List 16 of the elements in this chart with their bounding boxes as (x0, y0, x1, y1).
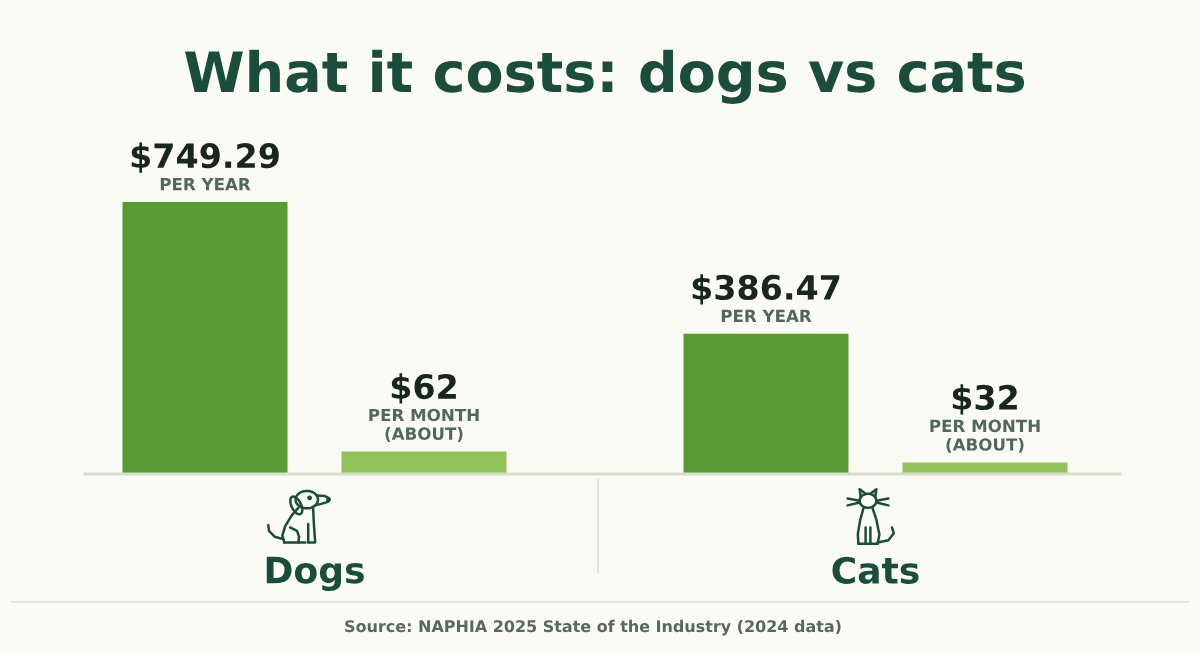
series-label: PER YEAR (721, 309, 812, 322)
bar (341, 451, 507, 474)
source-note: Source: NAPHIA 2025 State of the Industry (2024 data) (345, 619, 841, 636)
series-label: PER MONTH (ABOUT) (369, 408, 479, 442)
bar (122, 202, 288, 474)
data-label: $62 (391, 373, 456, 404)
data-label: $386.47 (692, 274, 840, 305)
text: PER MONTH (ABOUT) (930, 419, 1040, 453)
bar (902, 462, 1068, 474)
text: PER YEAR (160, 178, 251, 191)
bar (683, 333, 849, 474)
x-tick-label: Cats (832, 556, 919, 584)
data-label: $32 (952, 384, 1017, 415)
x-tick-label: Dogs (266, 556, 364, 591)
chart-title: What it costs: dogs vs cats (185, 49, 1025, 104)
data-label: $749.29 (131, 142, 279, 173)
